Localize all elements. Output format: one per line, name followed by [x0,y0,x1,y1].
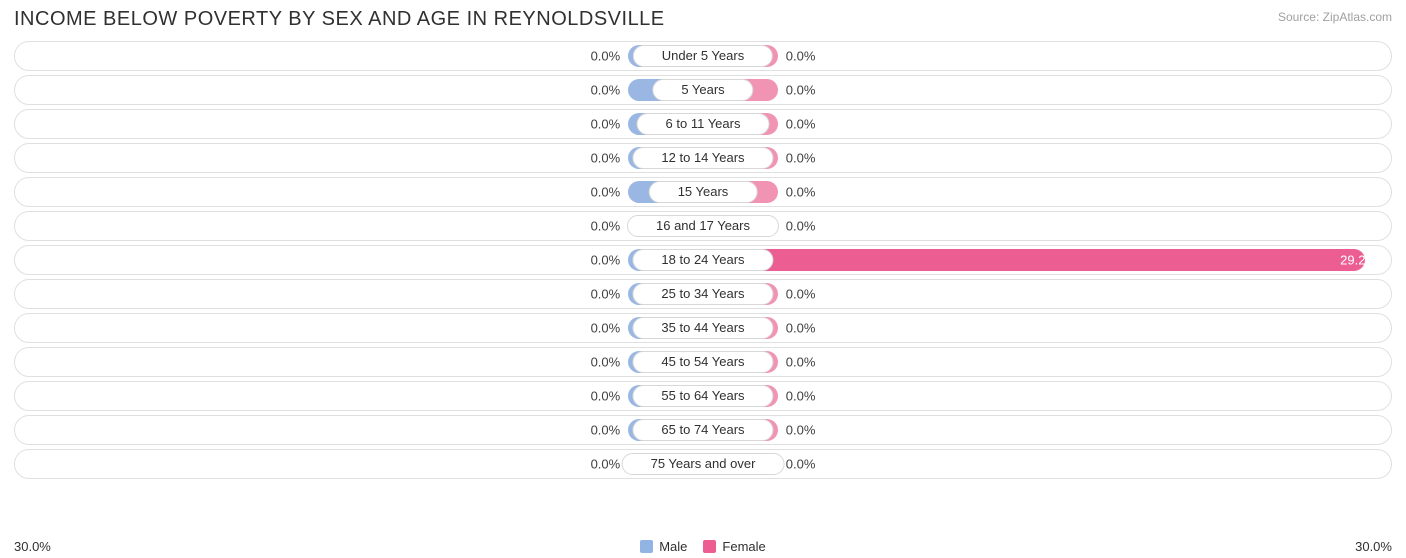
category-pill: 55 to 64 Years [632,385,773,407]
category-pill: 12 to 14 Years [632,147,773,169]
chart-row: 0.0% 0.0% 6 to 11 Years [14,109,1392,139]
category-pill: 45 to 54 Years [632,351,773,373]
male-value-label: 0.0% [591,49,621,64]
male-value-label: 0.0% [591,355,621,370]
chart-row: 0.0% 0.0% 5 Years [14,75,1392,105]
chart-row: 0.0% 0.0% Under 5 Years [14,41,1392,71]
chart-row: 0.0% 0.0% 65 to 74 Years [14,415,1392,445]
male-value-label: 0.0% [591,253,621,268]
male-value-label: 0.0% [591,185,621,200]
male-value-label: 0.0% [591,321,621,336]
chart-row: 0.0% 0.0% 15 Years [14,177,1392,207]
female-value-label: 0.0% [786,423,816,438]
female-value-label: 0.0% [786,321,816,336]
chart-row: 0.0% 0.0%75 Years and over [14,449,1392,479]
female-value-label: 0.0% [786,185,816,200]
swatch-male-icon [640,540,653,553]
male-value-label: 0.0% [591,423,621,438]
legend-female: Female [703,539,765,554]
category-pill: 75 Years and over [622,453,785,475]
chart-row: 0.0% 29.2% 18 to 24 Years [14,245,1392,275]
male-value-label: 0.0% [591,83,621,98]
legend-female-label: Female [722,539,765,554]
male-value-label: 0.0% [591,151,621,166]
female-value-label: 0.0% [786,287,816,302]
female-value-label: 0.0% [786,389,816,404]
female-bar [703,249,1365,271]
chart-row: 0.0% 0.0% 12 to 14 Years [14,143,1392,173]
category-pill: 16 and 17 Years [627,215,779,237]
male-value-label: 0.0% [591,219,621,234]
category-pill: 25 to 34 Years [632,283,773,305]
chart-title: INCOME BELOW POVERTY BY SEX AND AGE IN R… [14,8,665,31]
category-pill: Under 5 Years [633,45,773,67]
female-value-label: 0.0% [786,151,816,166]
chart-row: 0.0% 0.0% 35 to 44 Years [14,313,1392,343]
male-value-label: 0.0% [591,117,621,132]
female-value-label: 0.0% [786,49,816,64]
female-value-label: 29.2% [1340,253,1377,268]
category-pill: 35 to 44 Years [632,317,773,339]
category-pill: 6 to 11 Years [637,113,770,135]
category-pill: 5 Years [652,79,753,101]
female-value-label: 0.0% [786,117,816,132]
axis-right-label: 30.0% [1355,539,1392,554]
legend-male-label: Male [659,539,687,554]
chart-row: 0.0% 0.0% 55 to 64 Years [14,381,1392,411]
category-pill: 15 Years [649,181,758,203]
female-value-label: 0.0% [786,457,816,472]
male-value-label: 0.0% [591,287,621,302]
legend: Male Female [640,539,766,554]
category-pill: 18 to 24 Years [632,249,773,271]
chart-row: 0.0% 0.0% 25 to 34 Years [14,279,1392,309]
chart-row: 0.0% 0.0% 45 to 54 Years [14,347,1392,377]
axis-left-label: 30.0% [14,539,51,554]
female-value-label: 0.0% [786,219,816,234]
chart-row: 0.0% 0.0% 16 and 17 Years [14,211,1392,241]
category-pill: 65 to 74 Years [632,419,773,441]
male-value-label: 0.0% [591,389,621,404]
female-value-label: 0.0% [786,355,816,370]
chart-area: 0.0%0.0%Under 5 Years0.0%0.0%5 Years0.0%… [14,41,1392,533]
swatch-female-icon [703,540,716,553]
legend-male: Male [640,539,687,554]
chart-container: INCOME BELOW POVERTY BY SEX AND AGE IN R… [0,0,1406,558]
footer: 30.0% Male Female 30.0% [14,539,1392,554]
header: INCOME BELOW POVERTY BY SEX AND AGE IN R… [14,8,1392,31]
source-label: Source: ZipAtlas.com [1278,10,1392,24]
female-value-label: 0.0% [786,83,816,98]
male-value-label: 0.0% [591,457,621,472]
